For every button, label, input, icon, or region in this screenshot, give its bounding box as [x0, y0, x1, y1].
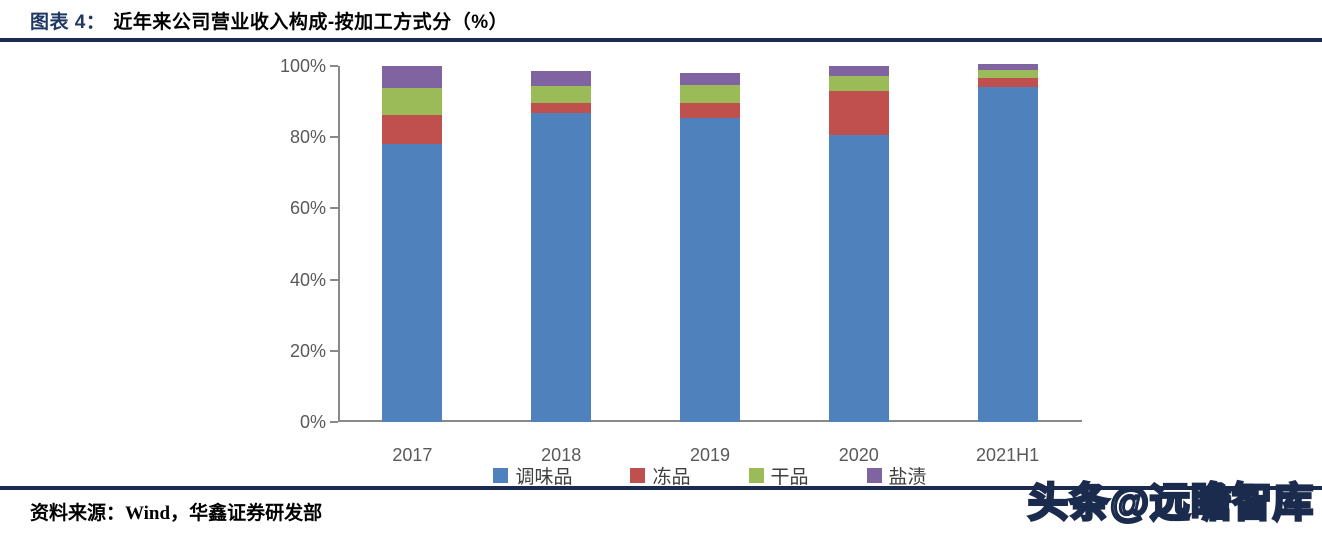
- legend-item-调味品: 调味品: [493, 462, 572, 489]
- bar-segment-2021H1-干品: [977, 69, 1038, 79]
- x-axis-label-2020: 2020: [838, 445, 879, 465]
- bar-segment-2018-盐渍: [531, 71, 592, 87]
- y-tick-label: 80%: [289, 127, 326, 148]
- bar-slot-2018: [487, 66, 636, 422]
- bar-segment-2019-干品: [679, 84, 740, 104]
- bar-slot-2017: [338, 66, 487, 422]
- footer-divider: [0, 486, 1322, 490]
- y-tick-mark: [330, 207, 338, 210]
- bar-segment-2017-干品: [382, 88, 443, 115]
- legend-swatch-icon: [630, 468, 646, 483]
- bar-segment-2020-冻品: [828, 91, 889, 135]
- bar-segment-2021H1-冻品: [977, 78, 1038, 88]
- header-divider: [0, 38, 1322, 42]
- legend-item-干品: 干品: [748, 462, 809, 489]
- stacked-bar-chart: 0% 20% 40% 60% 80% 100% 2017 2018 2019 2020 2021H…: [279, 56, 1082, 489]
- bar-segment-2017-盐渍: [382, 66, 443, 89]
- bar-segment-2021H1-调味品: [977, 87, 1038, 422]
- stacked-bar-2018: [531, 71, 592, 422]
- bar-segment-2020-干品: [828, 76, 889, 92]
- stacked-bar-2021H1: [977, 64, 1038, 422]
- legend-item-冻品: 冻品: [630, 462, 691, 489]
- legend-label: 调味品: [515, 467, 573, 488]
- y-tick-mark: [330, 136, 338, 139]
- y-tick-mark: [330, 278, 338, 281]
- bar-segment-2018-调味品: [531, 113, 592, 422]
- legend-item-盐渍: 盐渍: [866, 462, 927, 489]
- y-tick-mark: [330, 421, 338, 423]
- bar-segment-2017-调味品: [382, 143, 443, 422]
- x-axis-labels: 2017 2018 2019 2020 2021H1: [338, 445, 1082, 466]
- x-axis-label-2019: 2019: [689, 445, 731, 465]
- bar-segment-2019-冻品: [679, 103, 740, 118]
- bar-segment-2020-调味品: [828, 134, 889, 422]
- bar-segment-2021H1-盐渍: [977, 64, 1038, 70]
- bar-slot-2019: [636, 66, 785, 422]
- bars-container: [338, 64, 1082, 422]
- x-axis-label-2018: 2018: [541, 445, 582, 465]
- y-tick-label: 20%: [289, 340, 326, 361]
- y-tick-mark: [330, 65, 338, 67]
- bar-segment-2020-盐渍: [828, 65, 889, 77]
- y-tick-mark: [330, 349, 338, 352]
- legend-swatch-icon: [493, 468, 509, 483]
- bar-segment-2018-干品: [531, 86, 592, 104]
- stacked-bar-2020: [828, 65, 889, 422]
- bar-slot-2021H1: [933, 64, 1082, 422]
- watermark-toutiao: 头条@远瞻智库: [1026, 480, 1314, 527]
- legend-label: 盐渍: [888, 467, 927, 488]
- bar-segment-2019-盐渍: [679, 72, 740, 85]
- legend-swatch-icon: [748, 468, 764, 483]
- y-tick-label: 40%: [289, 269, 326, 290]
- legend-label: 干品: [770, 467, 809, 488]
- y-tick-label: 0%: [299, 412, 326, 432]
- legend-swatch-icon: [866, 468, 882, 483]
- y-tick-label: 100%: [279, 56, 326, 76]
- x-axis-label-2017: 2017: [392, 445, 433, 465]
- bar-segment-2019-调味品: [679, 117, 740, 422]
- bar-segment-2018-冻品: [531, 103, 592, 113]
- chart-title-text: 近年来公司营业收入构成-按加工方式分（%）: [113, 12, 509, 33]
- bar-slot-2020: [784, 65, 933, 422]
- x-axis-label-2021H1: 2021H1: [976, 445, 1040, 465]
- stacked-bar-2019: [679, 72, 740, 422]
- legend-label: 冻品: [652, 467, 691, 488]
- chart-title-prefix: 图表 4：: [30, 12, 106, 33]
- y-tick-label: 60%: [289, 198, 326, 219]
- source-note: 资料来源：Wind，华鑫证券研发部: [30, 503, 323, 524]
- bar-segment-2017-冻品: [382, 114, 443, 144]
- stacked-bar-2017: [382, 66, 443, 422]
- chart-legend: 调味品 冻品 干品 盐渍: [338, 462, 1082, 489]
- chart-title: 图表 4： 近年来公司营业收入构成-按加工方式分（%）: [30, 7, 508, 34]
